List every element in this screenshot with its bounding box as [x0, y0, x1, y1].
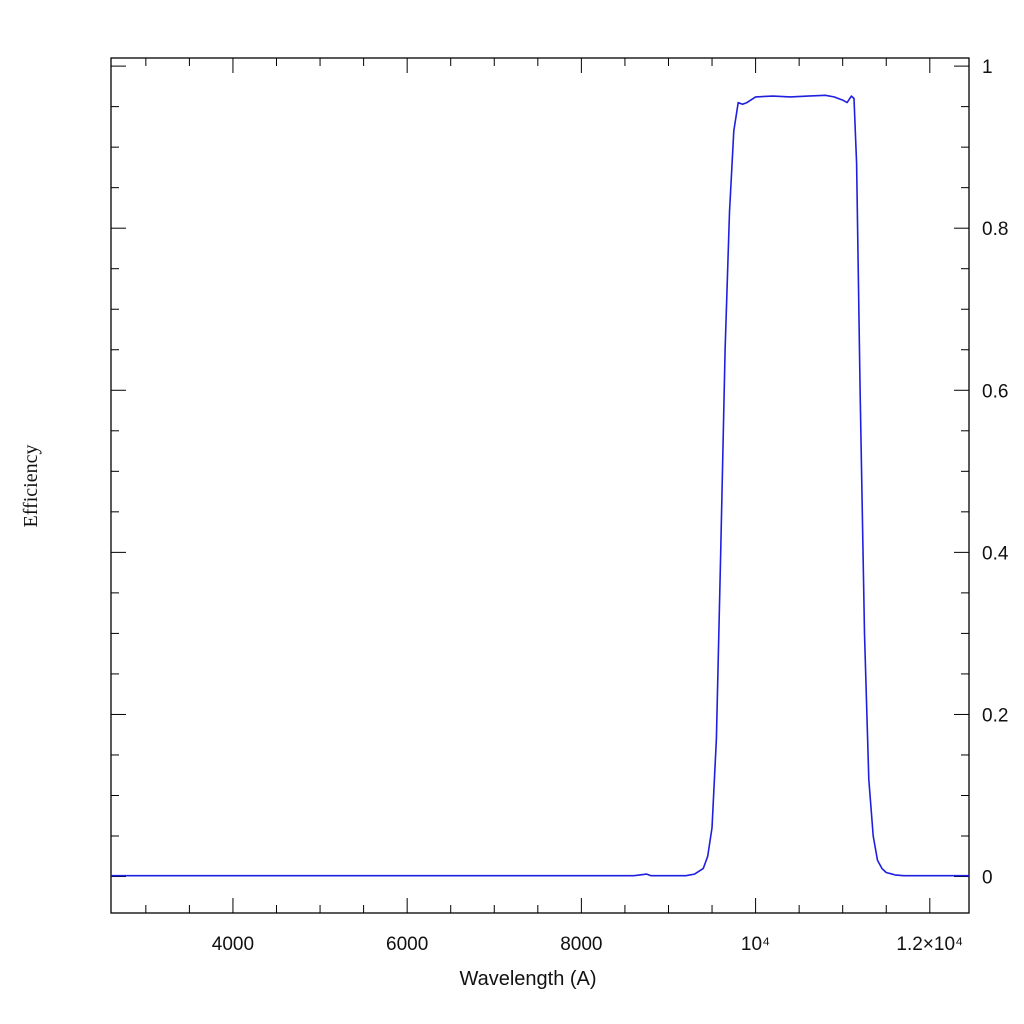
y-tick-label: 0.4: [982, 543, 1009, 564]
series-line: [111, 94, 969, 877]
y-tick-label: 0.2: [982, 705, 1008, 726]
x-tick-labels: 4000 6000 8000 10⁴ 1.2×10⁴: [212, 934, 963, 955]
plot-frame: [110, 57, 970, 914]
x-axis-label: Wavelength (A): [459, 968, 596, 990]
y-tick-label: 0.8: [982, 219, 1008, 240]
y-tick-label: 1: [982, 57, 993, 78]
x-tick-label: 6000: [386, 934, 428, 955]
x-tick-label: 4000: [212, 934, 254, 955]
x-tick-label: 1.2×10⁴: [896, 934, 963, 955]
x-tick-label: 10⁴: [741, 934, 770, 955]
x-tick-label: 8000: [560, 934, 602, 955]
y-tick-labels: 0 0.2 0.4 0.6 0.8 1: [982, 57, 1009, 888]
series-group: [111, 94, 969, 877]
y-tick-label: 0: [982, 868, 993, 889]
y-axis-label: Efficiency: [20, 445, 42, 528]
y-tick-label: 0.6: [982, 381, 1008, 402]
axis-ticks: [111, 58, 969, 913]
